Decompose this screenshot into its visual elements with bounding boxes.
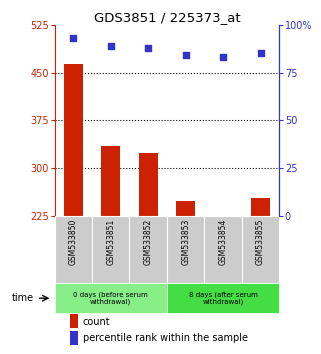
Point	[146, 45, 151, 51]
Point	[108, 43, 113, 48]
Text: GSM533853: GSM533853	[181, 219, 190, 266]
Point	[258, 51, 263, 56]
Bar	[101, 146, 120, 216]
Point	[221, 55, 226, 60]
Text: GSM533854: GSM533854	[219, 219, 228, 266]
Text: time: time	[12, 293, 34, 303]
Text: 8 days (after serum
withdrawal): 8 days (after serum withdrawal)	[189, 291, 257, 305]
Bar	[70, 314, 78, 328]
Text: GSM533851: GSM533851	[106, 219, 115, 265]
Text: GSM533852: GSM533852	[144, 219, 153, 265]
Bar	[214, 216, 232, 218]
Text: percentile rank within the sample: percentile rank within the sample	[83, 333, 248, 343]
Bar	[55, 216, 92, 283]
Bar	[167, 283, 279, 313]
Bar	[139, 153, 158, 216]
Bar	[70, 331, 78, 345]
Bar	[204, 216, 242, 283]
Point	[183, 52, 188, 58]
Bar	[129, 216, 167, 283]
Title: GDS3851 / 225373_at: GDS3851 / 225373_at	[94, 11, 240, 24]
Bar	[242, 216, 279, 283]
Text: count: count	[83, 316, 110, 327]
Text: GSM533850: GSM533850	[69, 219, 78, 266]
Bar	[167, 216, 204, 283]
Bar	[251, 198, 270, 216]
Bar	[92, 216, 129, 283]
Point	[71, 35, 76, 41]
Bar	[176, 201, 195, 216]
Bar	[55, 283, 167, 313]
Text: 0 days (before serum
withdrawal): 0 days (before serum withdrawal)	[74, 291, 148, 305]
Bar	[64, 64, 83, 216]
Text: GSM533855: GSM533855	[256, 219, 265, 266]
